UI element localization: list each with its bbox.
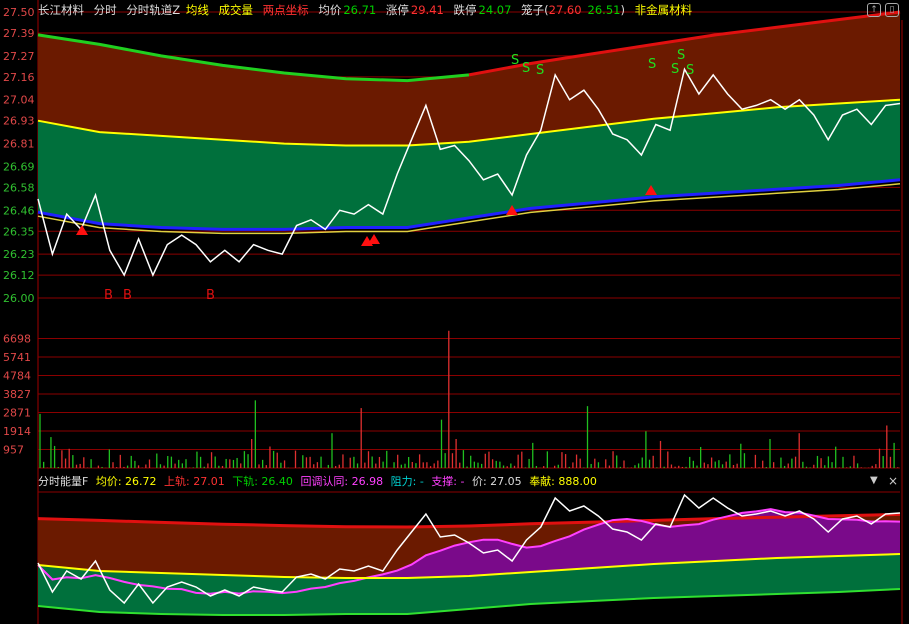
avg-price-value: 26.71: [343, 3, 377, 17]
middle-rail-line: [37, 98, 901, 147]
lower-upper-fill: [38, 509, 900, 594]
lower-contrib: 奉献: 888.00: [529, 475, 597, 488]
limit-up-value: 29.41: [410, 3, 444, 17]
lower-pullback: 回调认同: 26.98: [300, 475, 384, 488]
y-tick-label: 26.46: [3, 204, 35, 217]
y-tick-label: 3827: [3, 388, 31, 401]
y-tick-label: 26.35: [3, 225, 35, 238]
buy-signal-triangle: [76, 225, 88, 235]
sell-mark-s: S: [671, 62, 679, 77]
avg-line-toggle[interactable]: 均线: [185, 3, 209, 17]
mode-label[interactable]: 分时: [93, 3, 117, 17]
lower-panel-header: 分时能量F 均价: 26.72 上轨: 27.01 下轨: 26.40 回调认同…: [38, 473, 601, 491]
y-tick-label: 27.50: [3, 6, 35, 19]
lower-lower-rail: 下轨: 26.40: [232, 475, 293, 488]
lower-price: 价: 27.05: [471, 475, 522, 488]
sell-mark-s: S: [677, 48, 685, 63]
lower-upper-rail: [37, 512, 901, 529]
sell-mark-s: S: [536, 63, 544, 78]
lower-lower-rail: [37, 588, 901, 616]
upper-rail-line: [468, 10, 901, 77]
cage-high: 27.60: [548, 3, 582, 17]
lower-purple-fill: [38, 509, 900, 594]
lower-green-fill: [38, 554, 900, 615]
lower-avg: 均价: 26.72: [95, 475, 157, 488]
y-tick-label: 27.27: [3, 50, 35, 63]
y-tick-label: 26.00: [3, 292, 35, 305]
y-tick-label: 26.69: [3, 160, 35, 173]
sell-mark-s: S: [511, 53, 519, 68]
price-line: [37, 67, 901, 277]
cage-close: ): [620, 3, 625, 17]
y-tick-label: 26.12: [3, 269, 35, 282]
lower-resistance: 阻力: -: [390, 475, 424, 488]
avg-price-label: 均价: [318, 3, 342, 17]
chart-header: 长江材料 分时 分时轨道Z 均线 成交量 两点坐标 均价 26.71 涨停 29.4…: [0, 0, 909, 20]
buy-signal-triangle: [506, 205, 518, 215]
indicator-name[interactable]: 分时轨道Z: [126, 3, 181, 17]
y-tick-label: 26.93: [3, 115, 35, 128]
y-tick-label: 4784: [3, 370, 31, 383]
lower-support: 支撑: -: [431, 475, 465, 488]
limit-up-label: 涨停: [385, 3, 409, 17]
avg-price-line: [37, 183, 901, 235]
y-tick-label: 1914: [3, 425, 31, 438]
y-tick-label: 5741: [3, 351, 31, 364]
buy-signal-triangle: [368, 234, 380, 244]
close-icon[interactable]: ×: [888, 474, 899, 488]
window-icon[interactable]: ▯: [885, 3, 899, 17]
y-tick-label: 27.16: [3, 71, 35, 84]
sell-mark-s: S: [686, 63, 694, 78]
upper-rail-line: [37, 33, 470, 83]
y-tick-label: 26.58: [3, 181, 35, 194]
lower-upper-rail: 上轨: 27.01: [164, 475, 225, 488]
lower-rail-line: [37, 178, 901, 231]
y-tick-label: 27.39: [3, 27, 35, 40]
sector-link[interactable]: 非金属材料: [634, 3, 693, 17]
middle-band-fill: [38, 99, 900, 230]
lower-indicator-name[interactable]: 分时能量F: [38, 475, 89, 488]
stock-name: 长江材料: [38, 3, 84, 17]
upper-band-fill: [38, 12, 900, 146]
buy-signal-triangle: [645, 185, 657, 195]
buy-mark-b: B: [104, 288, 113, 303]
sell-mark-s: S: [522, 61, 530, 76]
volume-toggle[interactable]: 成交量: [218, 3, 254, 17]
y-tick-label: 957: [3, 444, 24, 457]
limit-down-label: 跌停: [453, 3, 477, 17]
sell-mark-s: S: [648, 57, 656, 72]
cage-low: 26.51: [587, 3, 621, 17]
limit-down-value: 24.07: [478, 3, 512, 17]
cage-label: 笼子(: [521, 3, 549, 17]
triangle-down-icon[interactable]: ▼: [870, 475, 878, 486]
lower-price-line: [37, 493, 901, 605]
lower-mid-rail: [37, 553, 901, 579]
y-tick-label: 6698: [3, 333, 31, 346]
y-tick-label: 26.81: [3, 138, 35, 151]
two-point-toggle[interactable]: 两点坐标: [262, 3, 309, 17]
restore-icon[interactable]: ↑: [867, 3, 881, 17]
buy-mark-b: B: [206, 288, 215, 303]
y-tick-label: 27.04: [3, 94, 35, 107]
y-tick-label: 26.23: [3, 248, 35, 261]
y-tick-label: 2871: [3, 407, 31, 420]
buy-mark-b: B: [123, 288, 132, 303]
